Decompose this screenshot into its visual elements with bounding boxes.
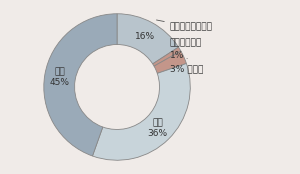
Wedge shape [154, 51, 186, 73]
Text: 16%: 16% [135, 32, 155, 41]
Text: 有価証券担保: 有価証券担保 [170, 39, 202, 48]
Text: 1%: 1% [170, 51, 184, 60]
Text: 信用
45%: 信用 45% [50, 67, 70, 87]
Wedge shape [44, 14, 117, 156]
Wedge shape [153, 47, 181, 66]
Text: 保証
36%: 保証 36% [148, 118, 168, 138]
Wedge shape [117, 14, 178, 64]
Wedge shape [92, 64, 190, 160]
Text: 3% その他: 3% その他 [170, 58, 203, 73]
Text: 不動産、財団抵当: 不動産、財団抵当 [157, 20, 213, 31]
